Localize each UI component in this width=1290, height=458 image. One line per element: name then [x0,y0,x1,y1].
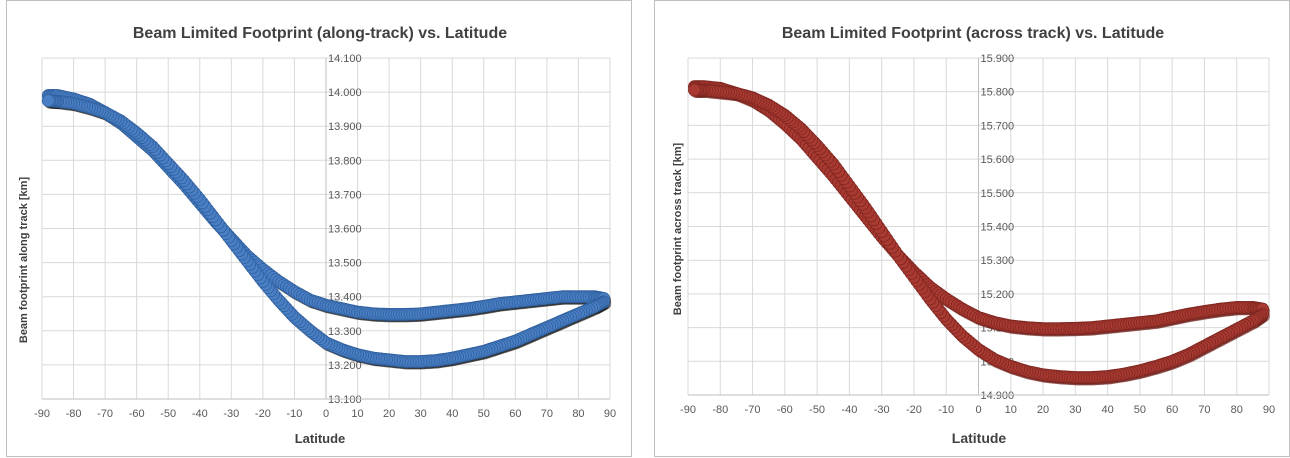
x-tick-label: -80 [712,404,728,416]
y-tick-label: 15.200 [981,289,1015,301]
x-tick-label: 30 [1069,404,1081,416]
x-tick-label: 50 [478,408,490,420]
x-tick-label: -30 [223,408,239,420]
data-point [41,94,55,108]
y-axis-label: Beam footprint across track [km] [672,142,684,315]
y-tick-label: 13.100 [328,394,362,406]
along-track-chart: Beam Limited Footprint (along-track) vs.… [18,25,616,446]
x-axis-label: Latitude [295,431,346,446]
x-tick-label: 60 [509,408,521,420]
x-tick-label: -10 [286,408,302,420]
y-tick-label: 14.000 [328,87,362,99]
x-tick-label: 0 [975,404,981,416]
chart-title: Beam Limited Footprint (along-track) vs.… [133,25,507,42]
y-tick-label: 13.900 [328,121,362,133]
x-tick-label: -60 [129,408,145,420]
x-tick-label: -60 [777,404,793,416]
x-tick-label: -90 [34,408,50,420]
x-tick-label: -20 [255,408,271,420]
y-tick-label: 15.300 [981,255,1015,267]
x-tick-label: 20 [383,408,395,420]
x-tick-label: -30 [874,404,890,416]
y-tick-label: 13.300 [328,326,362,338]
y-tick-label: 13.400 [328,292,362,304]
y-tick-label: 13.800 [328,155,362,167]
y-tick-label: 13.200 [328,360,362,372]
across-track-chart: Beam Limited Footprint (across track) vs… [672,25,1275,446]
x-tick-label: 50 [1134,404,1146,416]
x-tick-label: 70 [1198,404,1210,416]
x-tick-label: 80 [1231,404,1243,416]
x-tick-label: 90 [604,408,616,420]
x-tick-label: 80 [572,408,584,420]
x-tick-label: -20 [906,404,922,416]
x-tick-label: -90 [680,404,696,416]
y-tick-label: 13.500 [328,258,362,270]
x-tick-label: 40 [1101,404,1113,416]
data-point [688,83,701,97]
x-tick-label: 20 [1037,404,1049,416]
x-tick-label: -80 [66,408,82,420]
y-axis-label: Beam footprint along track [km] [18,177,30,344]
x-tick-label: 60 [1166,404,1178,416]
x-tick-label: -70 [745,404,761,416]
x-tick-label: 10 [1005,404,1017,416]
x-tick-label: -50 [160,408,176,420]
y-tick-label: 15.800 [981,87,1015,99]
y-tick-label: 15.500 [981,188,1015,200]
right-chart-panel: Beam Limited Footprint (across track) vs… [654,0,1290,457]
y-tick-label: 14.100 [328,53,362,65]
x-tick-label: 90 [1263,404,1275,416]
chart-title: Beam Limited Footprint (across track) vs… [782,25,1164,42]
y-tick-label: 13.600 [328,224,362,236]
y-tick-label: 15.400 [981,222,1015,234]
x-tick-label: -50 [809,404,825,416]
x-tick-label: 40 [446,408,458,420]
x-tick-label: -40 [841,404,857,416]
x-axis-label: Latitude [952,430,1007,446]
y-tick-label: 15.700 [981,120,1015,132]
x-tick-label: -70 [97,408,113,420]
y-tick-label: 15.600 [981,154,1015,166]
x-tick-label: 0 [323,408,329,420]
y-tick-label: 14.900 [981,390,1015,402]
left-chart-panel: Beam Limited Footprint (along-track) vs.… [6,0,632,457]
x-tick-label: 10 [351,408,363,420]
y-tick-label: 13.700 [328,189,362,201]
x-tick-label: -10 [938,404,954,416]
x-tick-label: -40 [192,408,208,420]
x-tick-label: 30 [415,408,427,420]
y-tick-label: 15.900 [981,53,1015,65]
x-tick-label: 70 [541,408,553,420]
